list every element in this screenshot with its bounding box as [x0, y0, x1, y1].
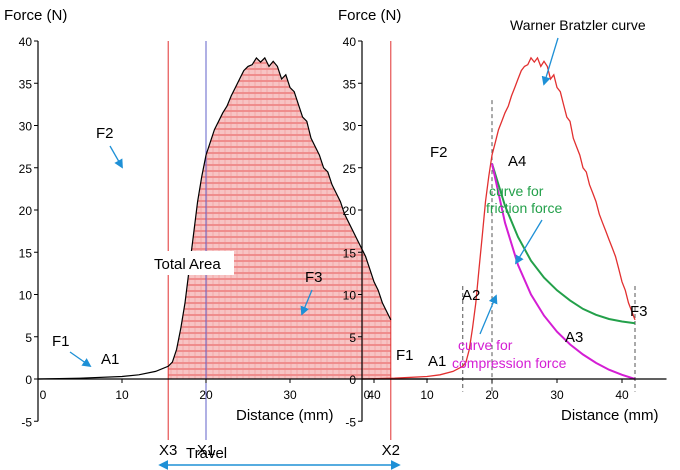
right-ytick-label: 15 — [343, 246, 357, 260]
left-ytick-label: -5 — [21, 415, 32, 429]
label-f3-right: F3 — [630, 303, 648, 320]
label-a2: A2 — [462, 287, 480, 304]
left-chart: -5 0 5 10 15 20 25 30 35 40 0 10 20 30 40 Force (N) D… — [4, 7, 428, 470]
right-xtick-label: 10 — [420, 388, 434, 402]
label-compression-1: curve for — [458, 337, 513, 353]
label-compression-2: compression force — [452, 355, 567, 371]
right-ytick-label: 25 — [343, 162, 357, 176]
label-f2: F2 — [96, 125, 114, 142]
right-ytick-label: 5 — [349, 331, 356, 345]
left-ytick-label: 35 — [19, 77, 33, 91]
arrow-warner — [541, 37, 559, 86]
left-ytick-label: 40 — [19, 35, 33, 49]
force-curve — [37, 56, 392, 380]
label-a1-right: A1 — [428, 353, 446, 370]
left-ytick-label: 5 — [25, 331, 32, 345]
right-ytick-label: 35 — [343, 77, 357, 91]
arrow-f3 — [300, 289, 313, 316]
total-area-fill — [168, 57, 391, 380]
y-axis-label-right: Force (N) — [338, 7, 401, 24]
label-f1-right: F1 — [396, 347, 414, 364]
friction-force-curve — [491, 163, 636, 325]
label-x3: X3 — [159, 442, 177, 459]
right-ytick-label: 30 — [343, 120, 357, 134]
label-a3: A3 — [565, 329, 583, 346]
label-a4: A4 — [508, 153, 526, 170]
left-xtick-label: 40 — [367, 388, 381, 402]
label-f2-right: F2 — [430, 144, 448, 161]
left-xtick-label: 20 — [199, 388, 213, 402]
left-ytick-label: 10 — [19, 289, 33, 303]
label-warner-bratzler: Warner Bratzler curve — [510, 17, 646, 33]
right-ytick-label: 0 — [349, 373, 356, 387]
arrow-f1 — [69, 351, 92, 368]
label-f3: F3 — [305, 269, 323, 286]
label-f1: F1 — [52, 333, 70, 350]
label-travel: Travel — [186, 445, 227, 462]
label-total-area: Total Area — [154, 256, 221, 273]
right-chart: -5 0 5 10 15 20 25 30 35 40 0 10 20 30 40 Force (N) D… — [338, 7, 667, 429]
total-area-label-bg — [150, 251, 234, 275]
label-x2: X2 — [382, 442, 400, 459]
left-xtick-label: 30 — [283, 388, 297, 402]
arrow-friction — [515, 219, 543, 265]
left-ytick-label: 20 — [19, 204, 33, 218]
left-xtick-label: 10 — [115, 388, 129, 402]
arrow-compression — [479, 294, 498, 335]
left-ytick-label: 25 — [19, 162, 33, 176]
x-axis-label-right: Distance (mm) — [561, 407, 659, 424]
arrow-f2 — [109, 145, 123, 169]
left-xtick-label: 0 — [40, 388, 47, 402]
right-xtick-label: 40 — [615, 388, 629, 402]
warner-bratzler-curve — [361, 56, 636, 380]
right-ytick-label: 10 — [343, 289, 357, 303]
label-x1: X1 — [197, 442, 215, 459]
right-ytick-label: 20 — [343, 204, 357, 218]
right-xtick-label: 0 — [364, 388, 371, 402]
y-axis-label: Force (N) — [4, 7, 67, 24]
right-xtick-label: 30 — [550, 388, 564, 402]
right-ytick-label: -5 — [345, 415, 356, 429]
right-ytick-label: 40 — [343, 35, 357, 49]
label-a1: A1 — [101, 351, 119, 368]
right-xtick-label: 20 — [485, 388, 499, 402]
left-ytick-label: 0 — [25, 373, 32, 387]
left-ytick-label: 15 — [19, 246, 33, 260]
label-friction-2: friction force — [486, 200, 562, 216]
left-ytick-label: 30 — [19, 120, 33, 134]
x-axis-label: Distance (mm) — [236, 407, 334, 424]
label-friction-1: curve for — [489, 183, 544, 199]
